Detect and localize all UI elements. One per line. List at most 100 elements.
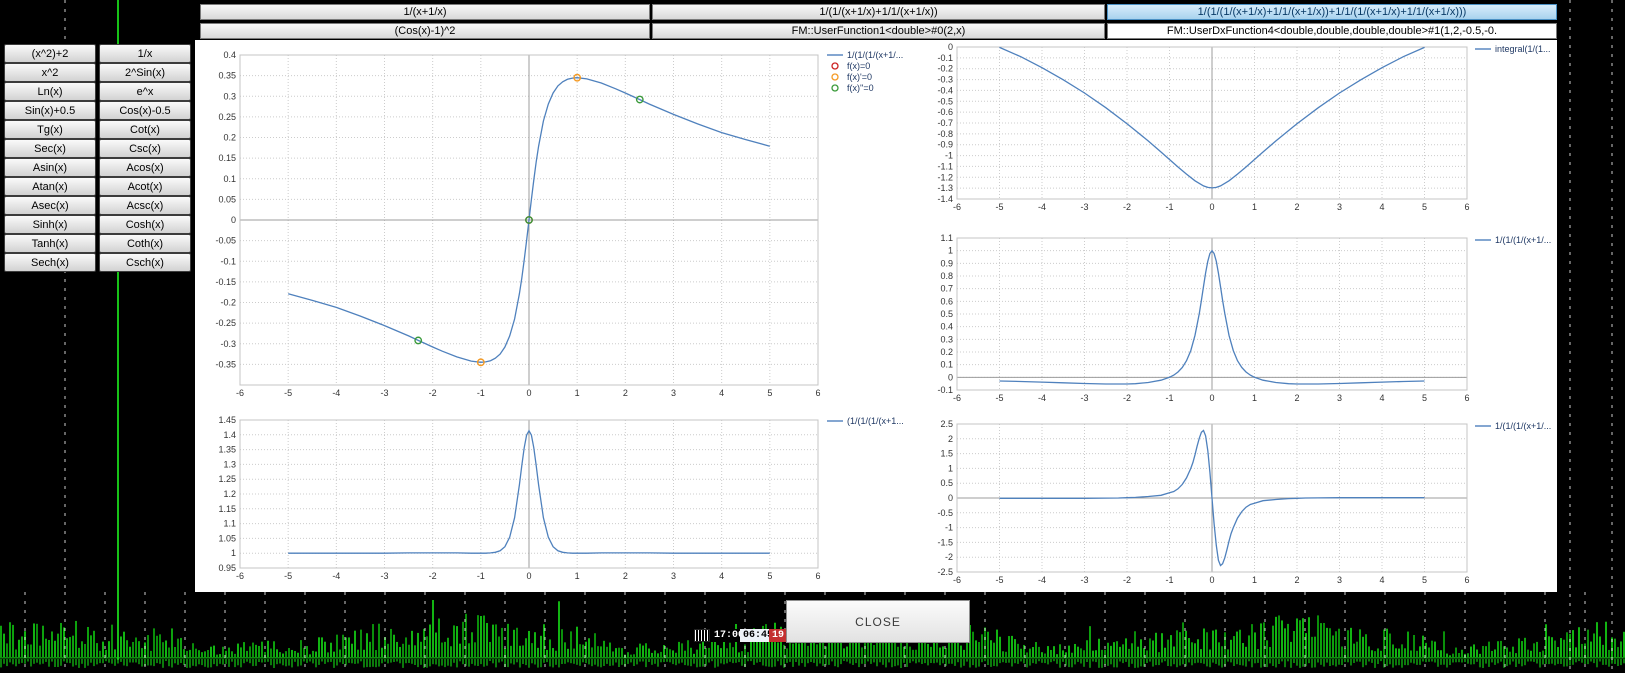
x-tick-label: 4 xyxy=(1379,393,1384,403)
x-tick-label: 1 xyxy=(575,388,580,398)
legend-label: 1/(1/(1/(x+1/... xyxy=(1495,235,1551,245)
clock-2: 06:45 xyxy=(740,629,777,642)
y-tick-label: 0 xyxy=(948,493,953,503)
fn-button-tanh-x[interactable]: Tanh(x) xyxy=(4,234,96,253)
y-tick-label: 0.25 xyxy=(218,112,236,122)
x-tick-label: 1 xyxy=(1252,393,1257,403)
x-tick-label: 5 xyxy=(767,388,772,398)
y-tick-label: -0.1 xyxy=(937,53,953,63)
x-tick-label: 6 xyxy=(1464,575,1469,585)
legend-label: f(x)''=0 xyxy=(847,83,874,93)
y-tick-label: 1.4 xyxy=(223,430,236,440)
fn-button-x-2[interactable]: x^2 xyxy=(4,63,96,82)
fn-button-asin-x[interactable]: Asin(x) xyxy=(4,158,96,177)
x-tick-label: 3 xyxy=(1337,393,1342,403)
y-tick-label: -2.5 xyxy=(937,567,953,577)
fn-button-tg-x[interactable]: Tg(x) xyxy=(4,120,96,139)
x-tick-label: 4 xyxy=(1379,575,1384,585)
legend-label: integral(1/(1... xyxy=(1495,44,1551,54)
x-tick-label: 3 xyxy=(671,571,676,581)
fn-button-cos-x-0-5[interactable]: Cos(x)-0.5 xyxy=(99,101,191,120)
curve-main-function xyxy=(288,77,770,363)
y-tick-label: -0.1 xyxy=(220,256,236,266)
fn-button-csc-x[interactable]: Csc(x) xyxy=(99,139,191,158)
waveform-bars xyxy=(0,600,1625,668)
y-tick-label: 0.5 xyxy=(940,478,953,488)
y-tick-label: 0.7 xyxy=(940,284,953,294)
fn-button-sinh-x[interactable]: Sinh(x) xyxy=(4,215,96,234)
y-tick-label: -1.5 xyxy=(937,537,953,547)
y-tick-label: -0.3 xyxy=(937,75,953,85)
x-tick-label: -5 xyxy=(995,393,1003,403)
fn-button-csch-x[interactable]: Csch(x) xyxy=(99,253,191,272)
y-tick-label: -2 xyxy=(945,552,953,562)
curve-second-derivative xyxy=(999,429,1425,567)
x-tick-label: -1 xyxy=(477,388,485,398)
x-tick-label: -3 xyxy=(1080,575,1088,585)
marker-f-x-0 xyxy=(525,216,533,224)
fn-button-sin-x-0-5[interactable]: Sin(x)+0.5 xyxy=(4,101,96,120)
y-tick-label: -0.7 xyxy=(937,118,953,128)
fn-button-e-x[interactable]: e^x xyxy=(99,82,191,101)
y-tick-label: -0.2 xyxy=(220,298,236,308)
fn-button-acot-x[interactable]: Acot(x) xyxy=(99,177,191,196)
x-tick-label: -6 xyxy=(236,388,244,398)
y-tick-label: -1 xyxy=(945,523,953,533)
y-tick-label: -1.2 xyxy=(937,172,953,182)
fn-button-ln-x[interactable]: Ln(x) xyxy=(4,82,96,101)
fn-button-sech-x[interactable]: Sech(x) xyxy=(4,253,96,272)
fn-button-cot-x[interactable]: Cot(x) xyxy=(99,120,191,139)
tab-row1-3[interactable]: 1/(1/(1/(x+1/x)+1/1/(x+1/x))+1/1/(1/(x+1… xyxy=(1107,4,1557,20)
tab-row1-1[interactable]: 1/(x+1/x) xyxy=(200,4,650,20)
fn-button-x-2-2[interactable]: (x^2)+2 xyxy=(4,44,96,63)
tab-row2-3[interactable]: FM::UserDxFunction4<double,double,double… xyxy=(1107,23,1557,39)
close-button[interactable]: CLOSE xyxy=(786,600,970,643)
x-tick-label: 5 xyxy=(767,571,772,581)
clock-1: 17:00 xyxy=(711,629,748,642)
function-tabs-row-1: 1/(x+1/x) 1/(1/(x+1/x)+1/1/(x+1/x)) 1/(1/(… xyxy=(200,4,1557,20)
y-tick-label: -1.4 xyxy=(937,194,953,204)
fn-button-acos-x[interactable]: Acos(x) xyxy=(99,158,191,177)
fn-button-1-x[interactable]: 1/x xyxy=(99,44,191,63)
fn-button-atan-x[interactable]: Atan(x) xyxy=(4,177,96,196)
tab-row1-2[interactable]: 1/(1/(x+1/x)+1/1/(x+1/x)) xyxy=(652,4,1105,20)
y-tick-label: 0.3 xyxy=(223,91,236,101)
fn-button-sec-x[interactable]: Sec(x) xyxy=(4,139,96,158)
y-tick-label: -1.3 xyxy=(937,183,953,193)
y-tick-label: 2.5 xyxy=(940,419,953,429)
y-tick-label: -0.1 xyxy=(937,385,953,395)
y-tick-label: 0.6 xyxy=(940,296,953,306)
x-tick-label: -3 xyxy=(1080,393,1088,403)
x-tick-label: 0 xyxy=(526,571,531,581)
y-tick-label: 1.25 xyxy=(218,474,236,484)
legend-label: 1/(1/(1/(x+1/... xyxy=(1495,421,1551,431)
x-tick-label: -4 xyxy=(1038,575,1046,585)
y-tick-label: 0 xyxy=(231,215,236,225)
tab-row2-1[interactable]: (Cos(x)-1)^2 xyxy=(200,23,650,39)
chart-first-derivative: -6 -5 -4 -3 -2 -1 0 1 2 3 4 5 6 1.1 1 0.9 0.8 0.7 0.6 0.5 0.… xyxy=(937,233,1551,403)
y-tick-label: 1.45 xyxy=(218,415,236,425)
x-tick-label: -4 xyxy=(1038,393,1046,403)
x-tick-label: 0 xyxy=(1209,202,1214,212)
fn-button-coth-x[interactable]: Coth(x) xyxy=(99,234,191,253)
y-tick-label: 0.8 xyxy=(940,271,953,281)
x-tick-label: -3 xyxy=(380,571,388,581)
legend-ring-swatch xyxy=(831,62,839,70)
fn-button-acsc-x[interactable]: Acsc(x) xyxy=(99,196,191,215)
y-tick-label: 0.9 xyxy=(940,258,953,268)
y-tick-label: -0.25 xyxy=(215,318,236,328)
x-tick-label: 4 xyxy=(719,388,724,398)
y-tick-label: -0.15 xyxy=(215,277,236,287)
fn-button-cosh-x[interactable]: Cosh(x) xyxy=(99,215,191,234)
x-tick-label: -6 xyxy=(953,575,961,585)
y-tick-label: 2 xyxy=(948,434,953,444)
fn-button-asec-x[interactable]: Asec(x) xyxy=(4,196,96,215)
y-tick-label: 1.1 xyxy=(223,519,236,529)
curve-arc-length-integrand xyxy=(288,429,770,554)
fn-button-2-sin-x[interactable]: 2^Sin(x) xyxy=(99,63,191,82)
tab-row2-2[interactable]: FM::UserFunction1<double>#0(2,x) xyxy=(652,23,1105,39)
x-tick-label: 3 xyxy=(1337,575,1342,585)
y-tick-label: 1.15 xyxy=(218,504,236,514)
y-tick-label: 1.5 xyxy=(940,449,953,459)
y-tick-label: 1.05 xyxy=(218,533,236,543)
